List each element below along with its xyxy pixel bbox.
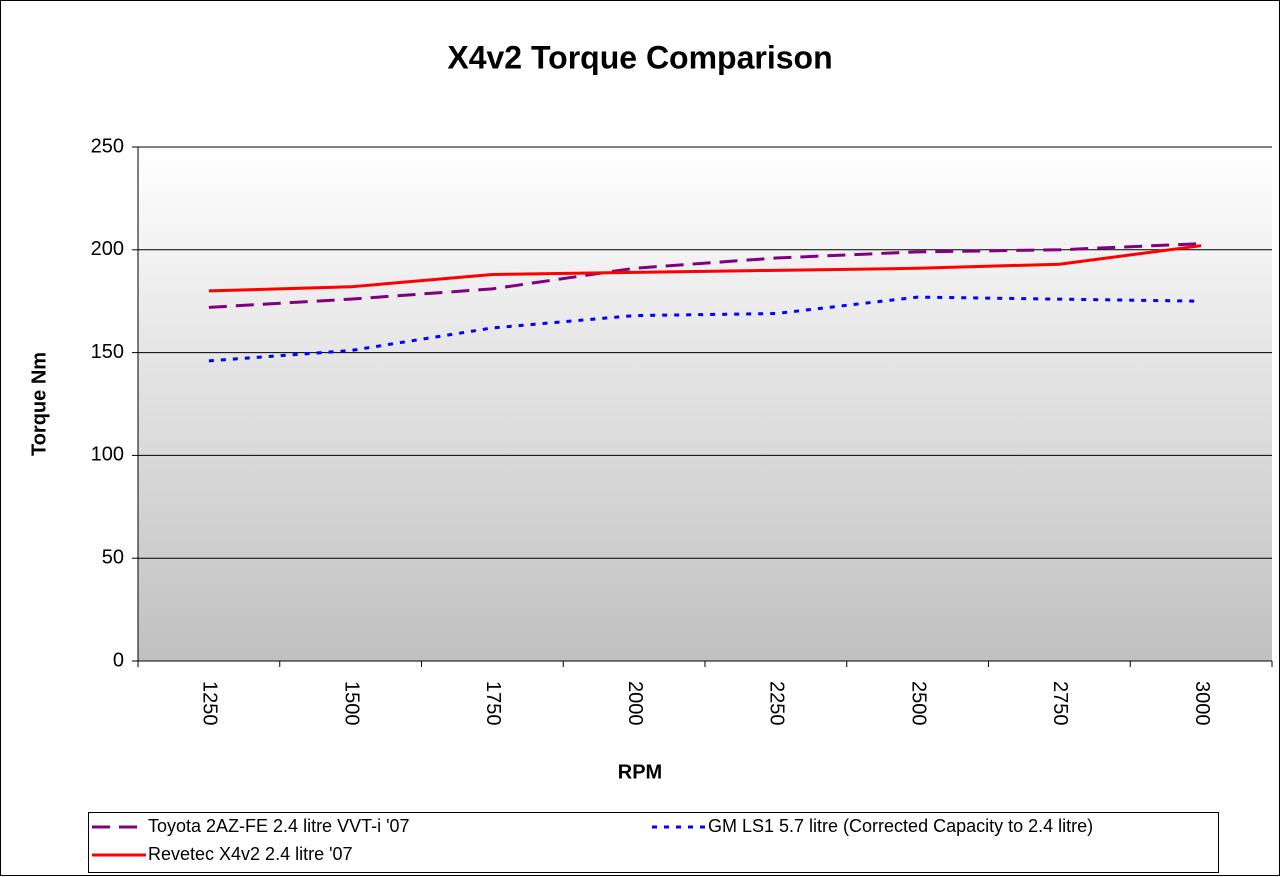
x-tick-label: 2750 <box>1049 681 1071 726</box>
x-axis-label: RPM <box>618 761 662 783</box>
legend <box>88 812 1219 873</box>
chart-title: X4v2 Torque Comparison <box>447 39 832 75</box>
plot-area <box>138 147 1272 661</box>
legend-label: Revetec X4v2 2.4 litre '07 <box>148 844 353 864</box>
y-axis-label: Torque Nm <box>28 352 50 456</box>
x-tick-label: 2000 <box>624 681 646 726</box>
x-tick-label: 3000 <box>1191 681 1213 726</box>
series-line <box>208 242 1202 309</box>
y-tick-label: 100 <box>91 444 124 466</box>
legend-label: GM LS1 5.7 litre (Corrected Capacity to … <box>708 816 1093 836</box>
x-tick-label: 1750 <box>482 681 504 726</box>
y-tick-label: 0 <box>113 649 124 671</box>
legend-label: Toyota 2AZ-FE 2.4 litre VVT-i '07 <box>148 816 410 836</box>
x-tick-label: 1500 <box>340 681 362 726</box>
x-tick-label: 2250 <box>766 681 788 726</box>
y-tick-label: 200 <box>91 238 124 260</box>
y-tick-label: 150 <box>91 341 124 363</box>
y-tick-label: 50 <box>102 546 124 568</box>
x-tick-label: 1250 <box>199 681 221 726</box>
series-line <box>208 244 1202 293</box>
x-tick-label: 2500 <box>907 681 929 726</box>
series-line <box>208 295 1202 363</box>
y-tick-label: 250 <box>91 135 124 157</box>
